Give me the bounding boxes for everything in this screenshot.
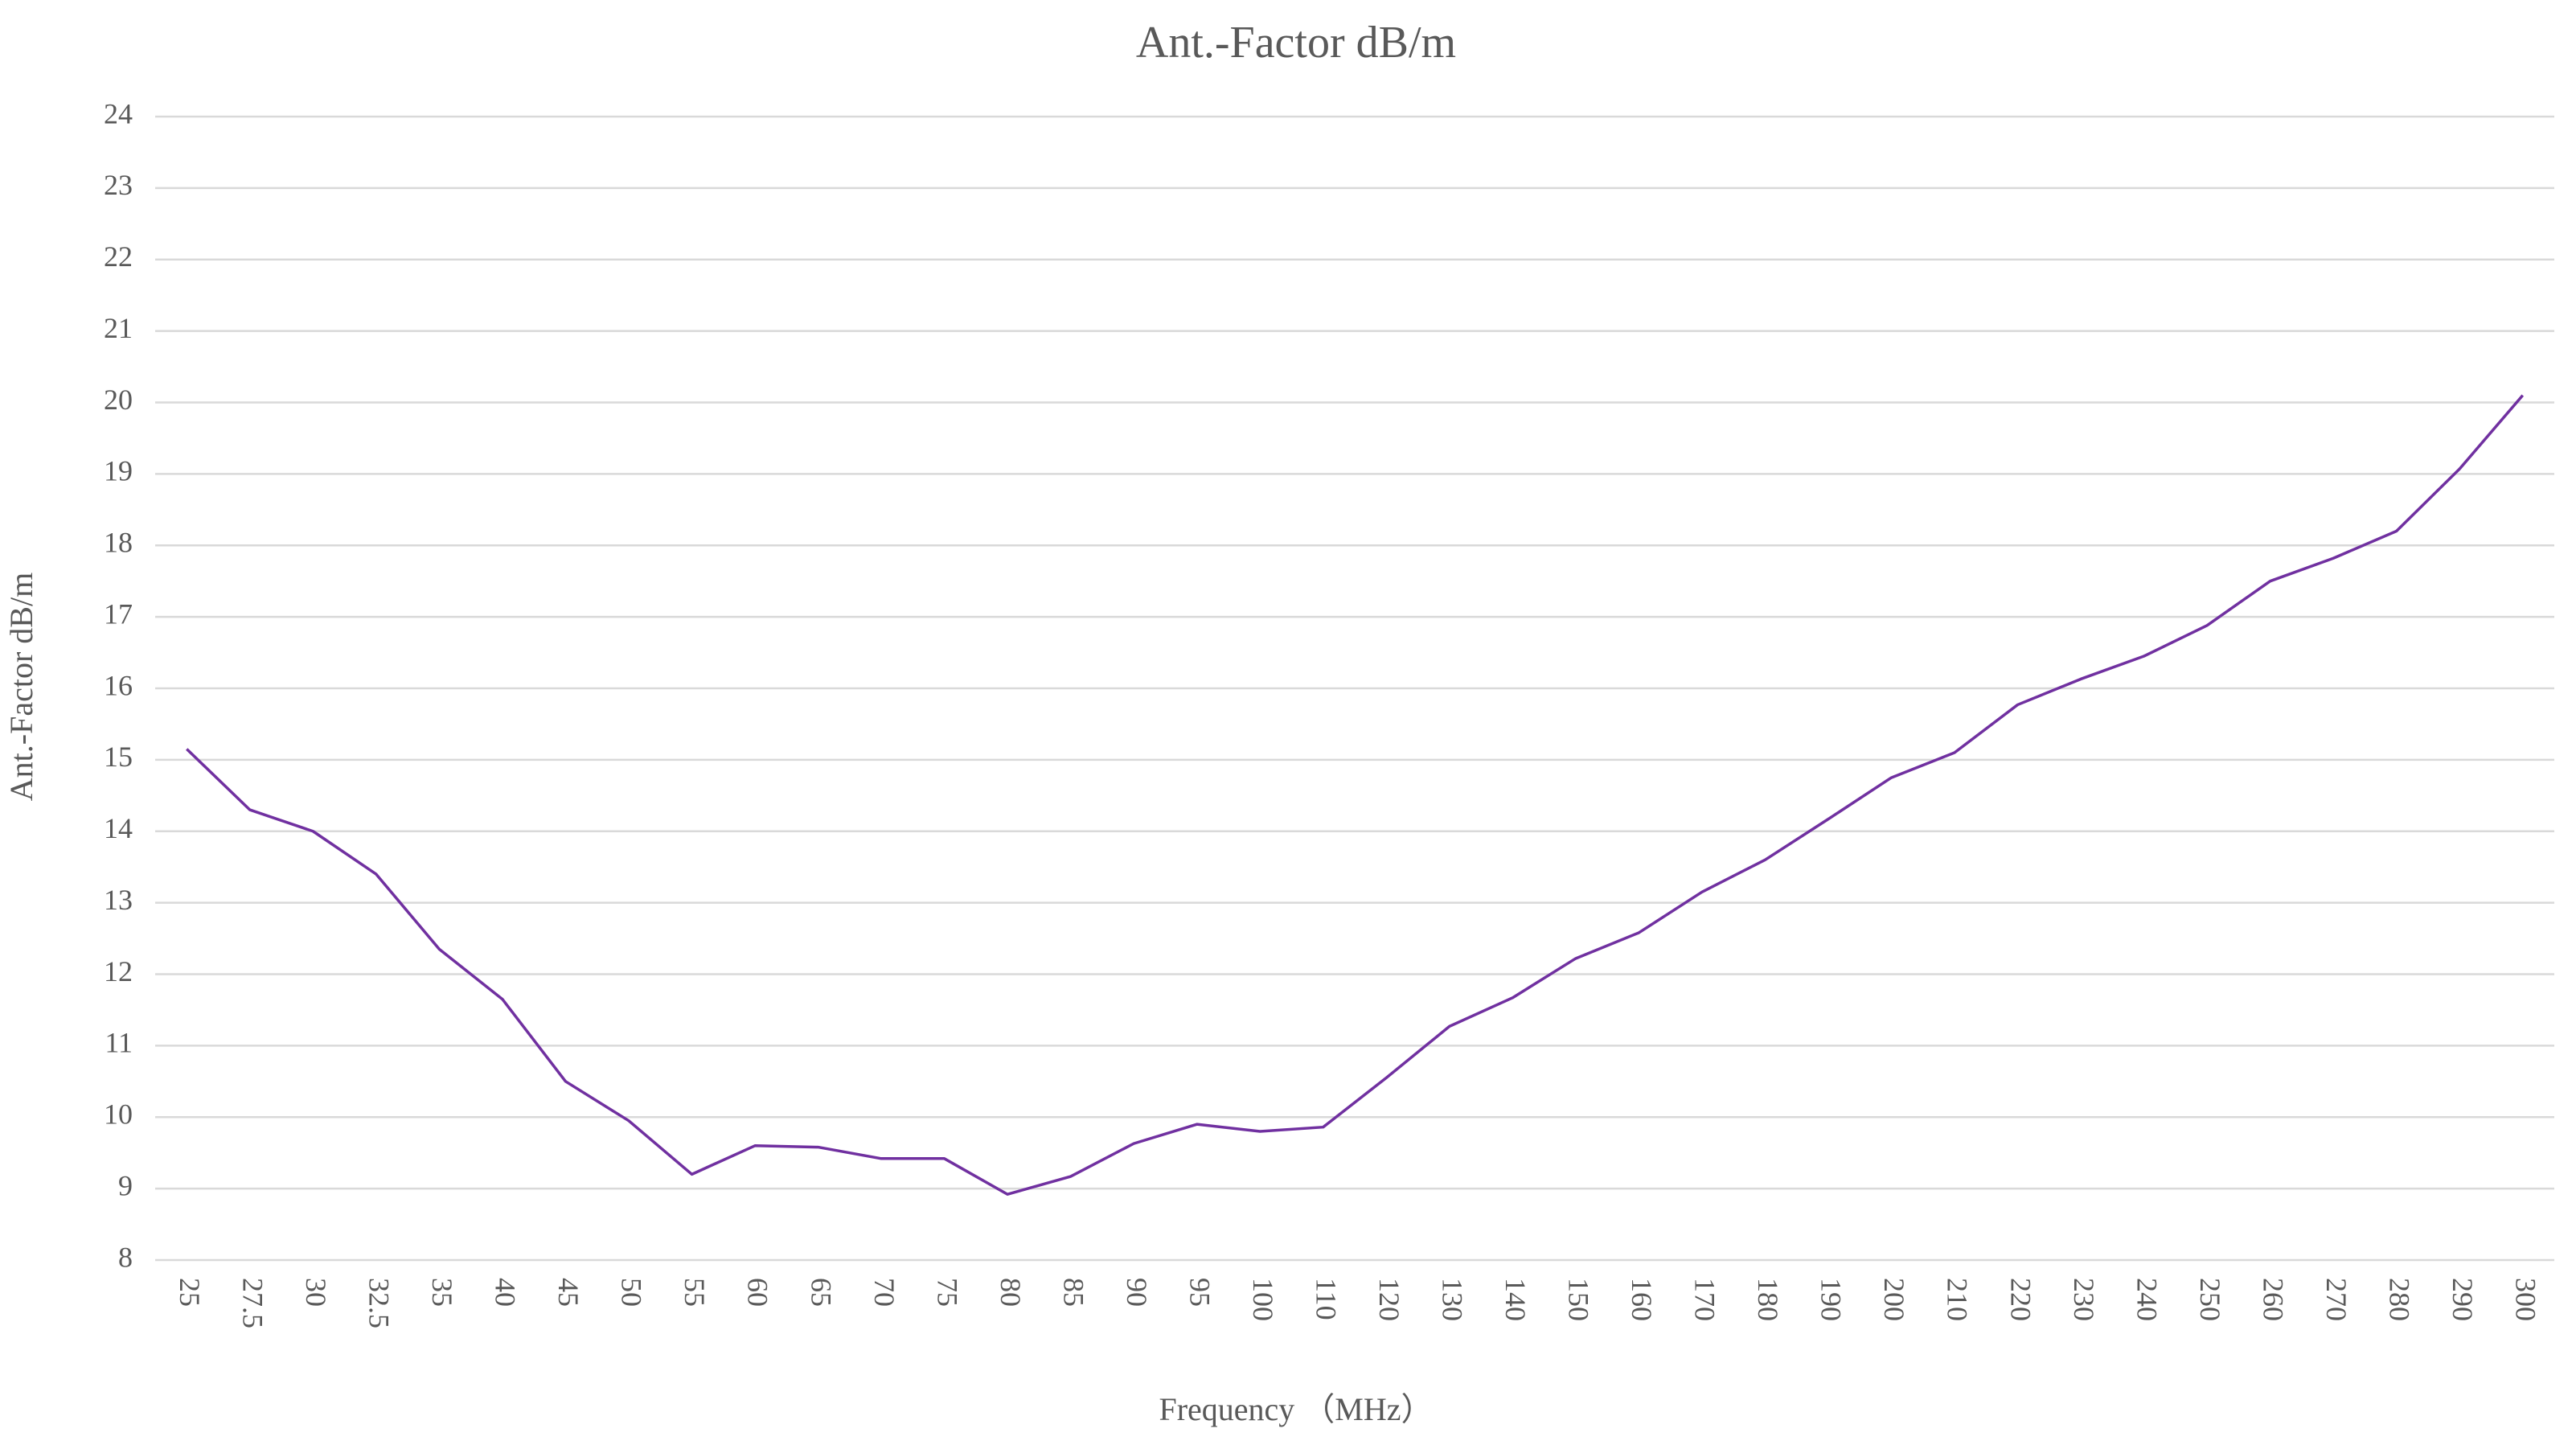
x-tick-label: 90	[1121, 1278, 1153, 1307]
x-tick-label: 250	[2194, 1278, 2226, 1321]
y-tick-label: 11	[105, 1027, 133, 1059]
x-tick-label: 50	[616, 1278, 648, 1307]
x-tick-label: 85	[1057, 1278, 1089, 1307]
x-tick-label: 140	[1499, 1278, 1532, 1321]
x-tick-label: 35	[426, 1278, 458, 1307]
x-tick-label: 190	[1815, 1278, 1848, 1321]
x-tick-label: 200	[1878, 1278, 1910, 1321]
chart-title: Ant.-Factor dB/m	[1136, 18, 1456, 68]
x-tick-label: 110	[1310, 1278, 1342, 1320]
y-tick-label: 14	[104, 812, 133, 844]
x-tick-label: 160	[1626, 1278, 1658, 1321]
x-tick-label: 55	[679, 1278, 711, 1307]
x-tick-label: 70	[868, 1278, 900, 1307]
x-tick-label: 100	[1247, 1278, 1279, 1321]
x-tick-label: 30	[300, 1278, 332, 1307]
x-tick-label: 75	[931, 1278, 963, 1307]
x-tick-label: 65	[805, 1278, 837, 1307]
x-tick-label: 25	[174, 1278, 206, 1307]
x-tick-label: 300	[2509, 1278, 2541, 1321]
x-tick-label: 260	[2257, 1278, 2289, 1321]
y-tick-label: 9	[118, 1169, 133, 1201]
x-tick-label: 290	[2447, 1278, 2479, 1321]
y-tick-label: 18	[104, 527, 133, 559]
x-tick-label: 60	[742, 1278, 774, 1307]
y-tick-label: 12	[104, 955, 133, 987]
y-tick-label: 20	[104, 384, 133, 416]
y-tick-label: 21	[104, 312, 133, 344]
y-tick-label: 23	[104, 169, 133, 201]
x-tick-label: 150	[1563, 1278, 1595, 1321]
y-tick-label: 16	[104, 669, 133, 701]
y-tick-label: 17	[104, 597, 133, 630]
x-tick-label: 80	[995, 1278, 1027, 1307]
x-tick-label: 130	[1437, 1278, 1469, 1321]
y-tick-label: 10	[104, 1098, 133, 1131]
y-axis-label: Ant.-Factor dB/m	[3, 573, 39, 801]
y-tick-label: 15	[104, 741, 133, 773]
y-tick-label: 24	[104, 97, 133, 129]
x-tick-label: 280	[2383, 1278, 2415, 1321]
x-tick-label: 40	[490, 1278, 522, 1307]
y-tick-label: 22	[104, 240, 133, 273]
x-tick-label: 230	[2068, 1278, 2100, 1321]
x-tick-label: 220	[2004, 1278, 2037, 1321]
x-tick-label: 180	[1752, 1278, 1784, 1321]
x-tick-label: 95	[1183, 1278, 1216, 1307]
y-tick-label: 8	[118, 1241, 133, 1273]
x-tick-label: 45	[552, 1278, 585, 1307]
x-axis-label: Frequency （MHz）	[1159, 1391, 1433, 1427]
x-tick-label: 170	[1689, 1278, 1721, 1321]
x-tick-label: 240	[2131, 1278, 2163, 1321]
x-tick-label: 270	[2320, 1278, 2352, 1321]
x-tick-label: 32.5	[363, 1278, 396, 1328]
data-line	[186, 394, 2525, 1196]
y-tick-label: 19	[104, 455, 133, 487]
x-tick-label: 210	[1942, 1278, 1974, 1321]
x-tick-label: 27.5	[237, 1278, 269, 1328]
y-tick-label: 13	[104, 884, 133, 916]
x-tick-label: 120	[1373, 1278, 1405, 1321]
